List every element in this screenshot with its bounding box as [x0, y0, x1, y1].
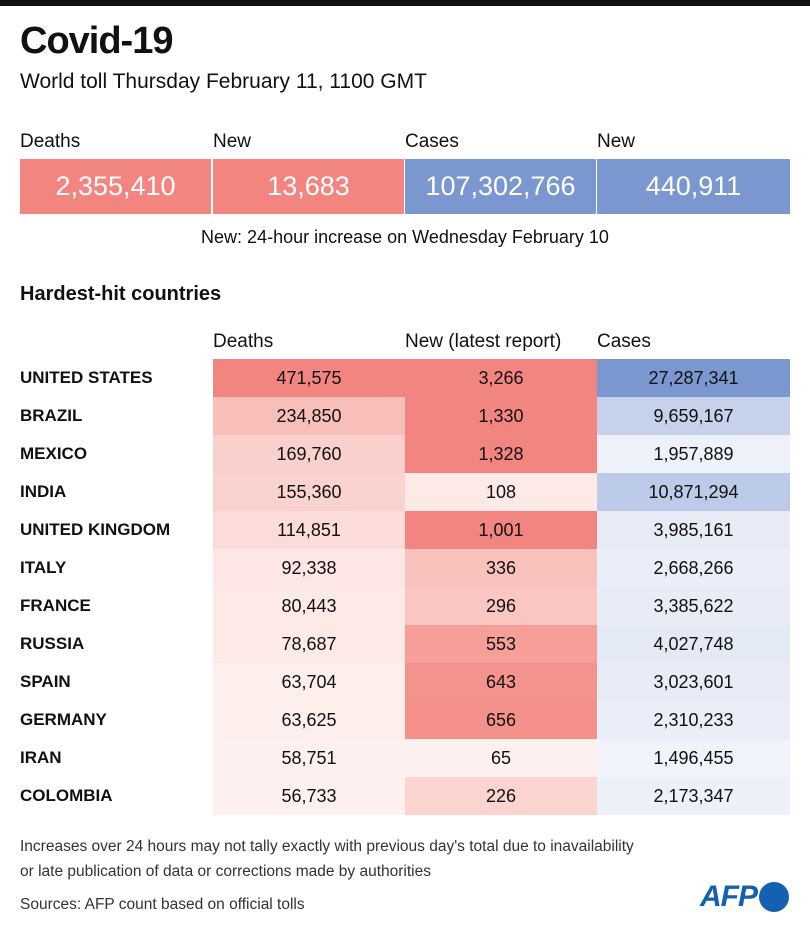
table-row: IRAN 58,751 65 1,496,455 [0, 739, 810, 777]
country-name: ITALY [20, 558, 67, 577]
total-label: New [213, 131, 252, 152]
total-value: 13,683 [213, 159, 404, 214]
afp-logo: AFP [700, 880, 789, 914]
total-value: 107,302,766 [405, 159, 596, 214]
page-title: Covid-19 [20, 20, 173, 62]
deaths-cell: 471,575 [213, 359, 405, 397]
subtitle: World toll Thursday February 11, 1100 GM… [20, 70, 427, 93]
deaths-cell: 80,443 [213, 587, 405, 625]
table-row: UNITED KINGDOM 114,851 1,001 3,985,161 [0, 511, 810, 549]
cases-cell: 3,023,601 [597, 663, 790, 701]
table-row: MEXICO 169,760 1,328 1,957,889 [0, 435, 810, 473]
new-cell: 336 [405, 549, 597, 587]
country-name: UNITED KINGDOM [20, 520, 171, 539]
table-row: UNITED STATES 471,575 3,266 27,287,341 [0, 359, 810, 397]
deaths-cell: 155,360 [213, 473, 405, 511]
table-row: INDIA 155,360 108 10,871,294 [0, 473, 810, 511]
country-name: UNITED STATES [20, 368, 153, 387]
cases-cell: 3,985,161 [597, 511, 790, 549]
country-name: COLOMBIA [20, 786, 113, 805]
sources: Sources: AFP count based on official tol… [20, 896, 305, 913]
total-label: New [597, 131, 636, 152]
country-name: IRAN [20, 748, 62, 767]
new-cell: 1,001 [405, 511, 597, 549]
afp-logo-dot-icon [759, 882, 789, 912]
cases-cell: 2,173,347 [597, 777, 790, 815]
total-label: Cases [405, 131, 459, 152]
country-name: BRAZIL [20, 406, 83, 425]
cases-cell: 2,310,233 [597, 701, 790, 739]
top-bar [0, 0, 810, 6]
country-name: FRANCE [20, 596, 91, 615]
table-row: COLOMBIA 56,733 226 2,173,347 [0, 777, 810, 815]
cases-cell: 4,027,748 [597, 625, 790, 663]
column-header: Cases [597, 331, 651, 352]
cases-cell: 1,957,889 [597, 435, 790, 473]
footnote-2: or late publication of data or correctio… [20, 863, 431, 880]
afp-logo-text: AFP [700, 880, 758, 913]
cases-cell: 9,659,167 [597, 397, 790, 435]
deaths-cell: 56,733 [213, 777, 405, 815]
new-cell: 1,330 [405, 397, 597, 435]
country-name: GERMANY [20, 710, 107, 729]
table-row: BRAZIL 234,850 1,330 9,659,167 [0, 397, 810, 435]
country-name: MEXICO [20, 444, 88, 463]
total-value: 2,355,410 [20, 159, 211, 214]
total-label: Deaths [20, 131, 81, 152]
new-cell: 3,266 [405, 359, 597, 397]
cases-cell: 1,496,455 [597, 739, 790, 777]
deaths-cell: 114,851 [213, 511, 405, 549]
cases-cell: 2,668,266 [597, 549, 790, 587]
table-row: FRANCE 80,443 296 3,385,622 [0, 587, 810, 625]
new-cell: 1,328 [405, 435, 597, 473]
column-header: New (latest report) [405, 331, 562, 352]
deaths-cell: 169,760 [213, 435, 405, 473]
deaths-cell: 92,338 [213, 549, 405, 587]
cases-cell: 27,287,341 [597, 359, 790, 397]
new-cell: 656 [405, 701, 597, 739]
table-row: RUSSIA 78,687 553 4,027,748 [0, 625, 810, 663]
new-cell: 643 [405, 663, 597, 701]
new-cell: 65 [405, 739, 597, 777]
country-name: SPAIN [20, 672, 71, 691]
deaths-cell: 234,850 [213, 397, 405, 435]
deaths-cell: 63,625 [213, 701, 405, 739]
total-value: 440,911 [597, 159, 790, 214]
cases-cell: 3,385,622 [597, 587, 790, 625]
new-cell: 226 [405, 777, 597, 815]
column-header: Deaths [213, 331, 274, 352]
footnote-1: Increases over 24 hours may not tally ex… [20, 838, 634, 855]
new-cell: 296 [405, 587, 597, 625]
new-cell: 108 [405, 473, 597, 511]
new-cell: 553 [405, 625, 597, 663]
deaths-cell: 78,687 [213, 625, 405, 663]
section-title: Hardest-hit countries [20, 283, 222, 305]
deaths-cell: 58,751 [213, 739, 405, 777]
deaths-cell: 63,704 [213, 663, 405, 701]
country-name: RUSSIA [20, 634, 85, 653]
table-row: GERMANY 63,625 656 2,310,233 [0, 701, 810, 739]
country-name: INDIA [20, 482, 67, 501]
cases-cell: 10,871,294 [597, 473, 790, 511]
table-row: ITALY 92,338 336 2,668,266 [0, 549, 810, 587]
new-note: New: 24-hour increase on Wednesday Febru… [201, 227, 609, 247]
table-row: SPAIN 63,704 643 3,023,601 [0, 663, 810, 701]
